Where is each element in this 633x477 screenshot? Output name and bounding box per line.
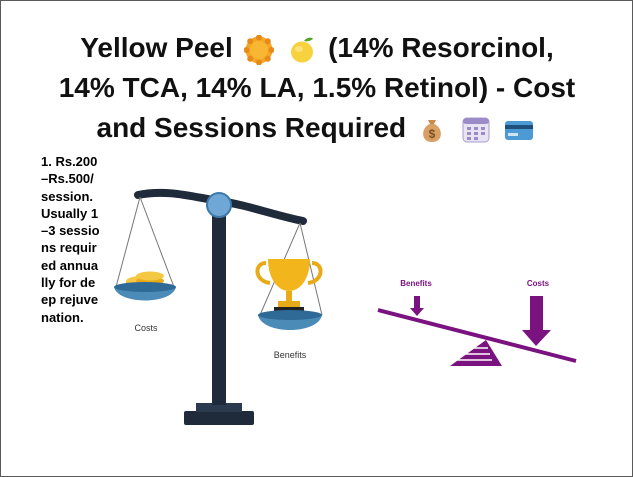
down-arrow-icon xyxy=(410,296,424,316)
scale-pivot xyxy=(206,192,232,218)
title-text-1: Yellow Peel xyxy=(80,32,233,63)
title-line-3: and Sessions Required $ xyxy=(14,108,620,148)
credit-card-icon xyxy=(504,115,534,145)
seesaw-right-label: Costs xyxy=(527,279,550,288)
scale-foot xyxy=(196,403,242,412)
seesaw-illustration: Benefits Costs xyxy=(377,279,577,366)
title-text-1b: (14% Resorcinol, xyxy=(328,32,554,63)
title-line-1: Yellow Peel (14% Reso xyxy=(14,28,620,68)
seesaw-left-label: Benefits xyxy=(400,279,432,288)
balance-right-label: Benefits xyxy=(274,350,307,360)
title-line-2: 14% TCA, 14% LA, 1.5% Retinol) - Cost xyxy=(58,72,576,103)
title-text-3: and Sessions Required xyxy=(96,112,407,143)
scale-pole xyxy=(212,211,226,405)
down-arrow-icon-large xyxy=(522,296,551,346)
calendar-icon xyxy=(461,115,491,145)
scale-base xyxy=(184,411,254,425)
sun-icon xyxy=(243,34,274,65)
balance-left-label: Costs xyxy=(134,323,158,333)
cost-description: 1. Rs.200–Rs.500/ session. Usually 1–3 s… xyxy=(41,154,100,325)
seesaw-beam xyxy=(377,308,577,363)
slide-title: Yellow Peel (14% Reso xyxy=(14,28,620,148)
balance-scale-illustration: Costs Benefits xyxy=(114,188,323,425)
svg-text:$: $ xyxy=(429,127,436,141)
money-bag-icon: $ xyxy=(417,115,447,145)
lemon-icon xyxy=(287,35,317,65)
seesaw-fulcrum xyxy=(450,340,502,366)
